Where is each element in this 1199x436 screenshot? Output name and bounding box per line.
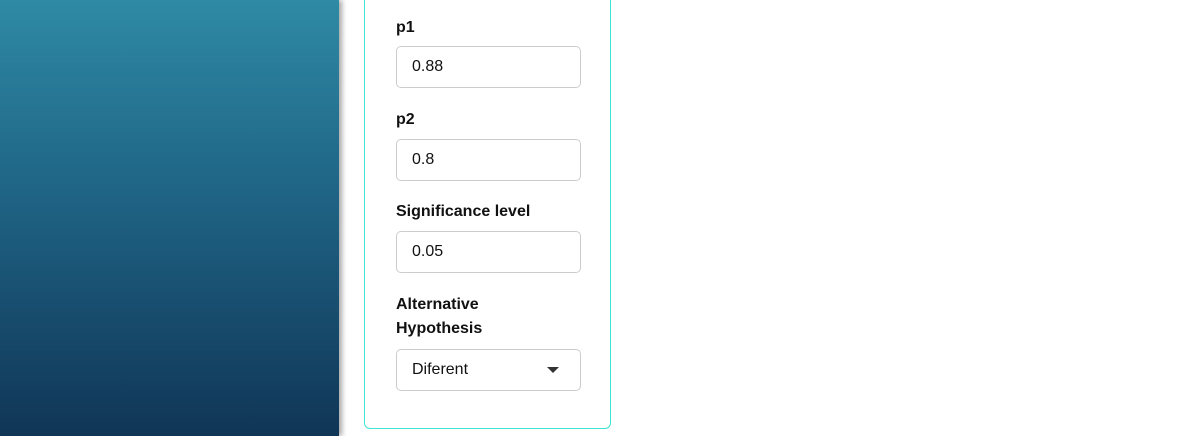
p1-input[interactable]: 0.88 — [396, 46, 581, 88]
p2-label: p2 — [396, 111, 415, 128]
alternative-select[interactable]: Diferent — [396, 349, 581, 391]
sidebar — [0, 0, 339, 436]
p2-input[interactable]: 0.8 — [396, 139, 581, 181]
alternative-label-line2: Hypothesis — [396, 320, 483, 337]
input-panel: p1 0.88 p2 0.8 Significance level 0.05 A… — [364, 0, 611, 429]
significance-label: Significance level — [396, 203, 531, 220]
caret-down-icon — [547, 367, 559, 373]
alternative-label-line1: Alternative — [396, 296, 479, 313]
significance-input[interactable]: 0.05 — [396, 231, 581, 273]
p1-label: p1 — [396, 19, 415, 36]
alternative-selected-value: Diferent — [412, 361, 469, 378]
